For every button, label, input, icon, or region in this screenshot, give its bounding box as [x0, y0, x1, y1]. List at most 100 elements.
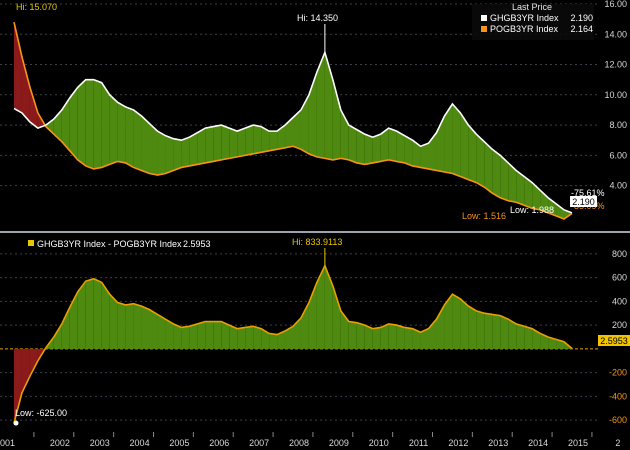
bottom-spread-fill-segment: [157, 314, 166, 349]
bottom-spread-fill-segment: [364, 325, 373, 349]
top-spread-fill-segment: [197, 128, 206, 165]
bottom-spread-fill-segment: [404, 327, 413, 349]
bottom-spread-fill-segment: [93, 278, 102, 349]
bottom-spread-fill-segment: [412, 328, 421, 349]
top-spread-fill-segment: [324, 52, 333, 160]
bottom-panel-series: [13, 248, 573, 426]
top-legend-background: [472, 4, 594, 40]
bottom-spread-fill-segment: [61, 307, 70, 349]
top-spread-fill-segment: [29, 87, 38, 129]
top-spread-fill-segment: [205, 126, 214, 163]
top-spread-fill-segment: [380, 128, 389, 162]
top-y-tick-label-6: 16.00: [604, 0, 627, 9]
top-spread-fill-segment: [117, 102, 126, 163]
top-y-tick-label-1: 6.00: [609, 150, 627, 160]
bottom-spread-fill-segment: [21, 348, 30, 393]
top-spread-fill-segment: [157, 131, 166, 176]
top-low-white-label: Low: 1.988: [510, 205, 554, 215]
bottom-spread-fill-segment: [285, 326, 293, 349]
top-pct-white-label: -75.61%: [571, 188, 605, 198]
bottom-spread-fill-segment: [253, 326, 262, 349]
top-spread-fill-segment: [221, 125, 230, 160]
top-spread-fill-segment: [308, 72, 317, 157]
x-axis-label-15: 2: [615, 438, 620, 448]
bottom-spread-fill-segment: [269, 333, 278, 349]
x-axis-label-8: 2009: [329, 438, 349, 448]
top-spread-fill-segment: [532, 182, 541, 210]
top-spread-fill-segment: [444, 103, 453, 174]
top-spread-fill-segment: [332, 79, 341, 160]
bottom-spread-fill-segment: [476, 310, 485, 349]
top-spread-fill-segment: [516, 170, 525, 206]
top-y-tick-label-4: 12.00: [604, 60, 627, 70]
top-spread-fill-segment: [85, 79, 94, 169]
bottom-spread-fill-segment: [181, 326, 190, 349]
legend-label-ghana: GHGB3YR Index: [490, 13, 559, 23]
bottom-spread-fill-segment: [348, 321, 357, 349]
bottom-spread-fill-segment: [29, 348, 38, 377]
legend-value-spread: 2.5953: [183, 239, 211, 249]
x-axis-label-9: 2010: [369, 438, 389, 448]
top-y-tick-label-3: 10.00: [604, 90, 627, 100]
bottom-y-tick-label-2: -200: [609, 368, 627, 378]
bottom-spread-fill-segment: [221, 321, 230, 349]
bottom-spread-fill-segment: [197, 321, 206, 349]
top-spread-fill-segment: [492, 149, 501, 198]
bottom-spread-fill-segment: [460, 298, 469, 349]
top-spread-fill-segment: [109, 94, 118, 165]
top-legend: Last Price GHGB3YR Index 2.190 POGB3YR I…: [472, 2, 594, 40]
legend-swatch-ghana: [481, 15, 487, 21]
bottom-spread-fill-segment: [388, 323, 397, 349]
top-spread-fill-segment: [452, 103, 461, 177]
bottom-spread-fill-segment: [380, 323, 389, 349]
top-y-tick-label-0: 4.00: [609, 181, 627, 191]
bottom-spread-fill-segment: [53, 323, 62, 349]
top-spread-fill-segment: [468, 125, 477, 183]
top-spread-fill-segment: [372, 134, 381, 163]
bottom-last-value-text: 2.5953: [600, 336, 628, 346]
bottom-y-tick-label-5: 600: [612, 273, 627, 283]
bottom-spread-fill-segment: [245, 326, 254, 349]
legend-label-portugal: POGB3YR Index: [490, 24, 559, 34]
top-spread-fill-segment: [476, 134, 485, 188]
top-spread-fill-segment: [404, 135, 413, 166]
bottom-spread-fill-segment: [14, 348, 22, 424]
bottom-spread-fill-segment: [101, 282, 110, 349]
top-spread-fill-segment: [14, 22, 22, 113]
x-axis-label-4: 2005: [169, 438, 189, 448]
bottom-spread-fill-segment: [420, 328, 429, 349]
x-axis-label-12: 2013: [488, 438, 508, 448]
top-spread-fill-segment: [460, 112, 469, 180]
x-axis-label-13: 2014: [528, 438, 548, 448]
bottom-spread-fill-segment: [149, 309, 158, 349]
top-spread-fill-segment: [45, 119, 54, 135]
top-spread-fill-segment: [316, 52, 325, 159]
legend-value-portugal: 2.164: [570, 24, 593, 34]
top-low-orange-label: Low: 1.516: [462, 211, 506, 221]
top-spread-fill-segment: [508, 162, 517, 203]
bottom-spread-fill-segment: [332, 285, 341, 349]
bottom-spread-fill-segment: [109, 294, 118, 349]
bottom-spread-fill-segment: [117, 302, 126, 349]
x-axis-label-1: 2002: [50, 438, 70, 448]
legend-swatch-spread: [28, 240, 34, 246]
top-spread-fill-segment: [388, 128, 397, 162]
bottom-spread-fill-segment: [189, 323, 198, 349]
portugal-yield-line: [13, 21, 573, 220]
top-legend-header: Last Price: [512, 2, 552, 12]
top-spread-fill-segment: [245, 125, 254, 156]
top-hi-left-label: Hi: 15.070: [16, 2, 57, 12]
x-axis-label-0: 001: [0, 438, 15, 448]
bottom-spread-fill-segment: [293, 317, 301, 349]
top-y-tick-label-2: 8.00: [609, 120, 627, 130]
bottom-spread-fill-segment: [500, 315, 509, 349]
top-spread-fill-segment: [69, 87, 78, 160]
top-y-tick-label-5: 14.00: [604, 29, 627, 39]
x-axis-label-6: 2007: [249, 438, 269, 448]
top-spread-fill-segment: [229, 128, 238, 159]
top-panel-y-axis: 4.00 6.00 8.00 10.00 12.00 14.00 16.00: [604, 0, 627, 191]
top-spread-fill-segment: [61, 97, 70, 151]
bottom-spread-fill-segment: [548, 336, 557, 349]
bottom-spread-fill-segment: [316, 265, 325, 349]
